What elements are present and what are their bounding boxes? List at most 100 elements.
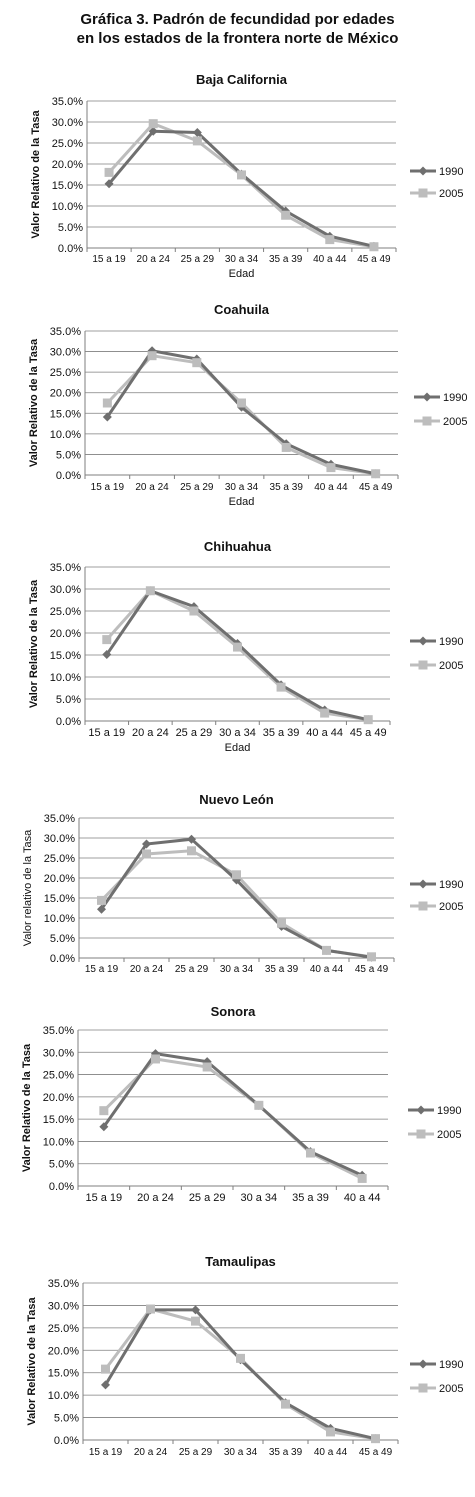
y-axis-label: Valor relativo de la Tasa (22, 829, 34, 946)
y-tick-label: 5.0% (49, 1159, 74, 1171)
y-axis-label: Valor Relativo de la Tasa (26, 1297, 38, 1426)
data-point-2005 (102, 398, 112, 408)
legend-marker-1990 (418, 636, 428, 646)
legend-label-1990: 1990 (439, 166, 463, 178)
x-tick-label: 15 a 19 (85, 964, 119, 975)
series-line-2005 (106, 354, 376, 476)
data-point-2005 (232, 870, 241, 880)
chart-svg: Baja California 0.0% 5.0% 10.0% 15.0% 20.0% 25… (30, 72, 463, 280)
chart-panel: Baja California 0.0% 5.0% 10.0% 15.0% 20.0% 25… (0, 68, 475, 296)
x-tick-label: 35 a 39 (265, 964, 299, 975)
data-point-2005 (233, 642, 242, 652)
y-tick-label: 25.0% (48, 1323, 79, 1335)
series-line-1990 (102, 1051, 363, 1177)
chart-svg: Coahuila 0.0% 5.0% 10.0% 15.0% 20.0% 25.0% 30.0… (28, 302, 467, 508)
x-tick-label: 15 a 19 (88, 727, 125, 739)
chart-title: Tamaulipas (205, 1254, 276, 1269)
x-tick-label: 25 a 29 (176, 727, 213, 739)
data-point-2005 (104, 167, 114, 177)
x-tick-label: 35 a 39 (292, 1192, 329, 1204)
chart-title: Baja California (196, 72, 288, 87)
y-tick-label: 0.0% (49, 1181, 74, 1193)
x-tick-label: 25 a 29 (179, 1447, 213, 1458)
data-point-2005 (369, 242, 379, 252)
y-tick-label: 5.0% (58, 222, 83, 234)
y-tick-label: 15.0% (52, 180, 83, 192)
y-tick-label: 15.0% (50, 408, 81, 420)
y-tick-label: 20.0% (50, 628, 81, 640)
y-tick-label: 30.0% (48, 1300, 79, 1312)
y-tick-label: 15.0% (43, 1114, 74, 1126)
data-point-2005 (371, 469, 381, 479)
y-tick-label: 25.0% (50, 367, 81, 379)
x-tick-label: 30 a 34 (225, 254, 259, 265)
y-tick-label: 30.0% (50, 347, 81, 359)
y-tick-label: 30.0% (50, 584, 81, 596)
data-point-2005 (306, 1148, 315, 1158)
y-tick-label: 10.0% (50, 672, 81, 684)
x-tick-label: 45 a 49 (357, 254, 391, 265)
data-point-1990 (97, 904, 106, 914)
y-tick-label: 10.0% (48, 1390, 79, 1402)
figure-title-line-2: en los estados de la frontera norte de M… (76, 30, 399, 47)
x-tick-label: 30 a 34 (225, 482, 259, 493)
legend-label-2005: 2005 (439, 1383, 463, 1395)
legend-marker-1990 (418, 1359, 428, 1369)
x-tick-label: 40 a 44 (313, 254, 347, 265)
x-tick-label: 45 a 49 (350, 727, 387, 739)
y-tick-label: 10.0% (52, 201, 83, 213)
y-tick-label: 15.0% (48, 1368, 79, 1380)
y-tick-label: 5.0% (54, 1413, 79, 1425)
x-tick-label: 35 a 39 (269, 254, 303, 265)
legend-marker-1990 (418, 166, 428, 176)
x-tick-label: 30 a 34 (224, 1447, 258, 1458)
data-point-2005 (254, 1100, 264, 1110)
data-point-2005 (145, 586, 155, 596)
y-tick-label: 25.0% (44, 853, 75, 865)
x-tick-label: 30 a 34 (220, 964, 254, 975)
series-line-2005 (104, 1307, 376, 1441)
data-point-2005 (102, 635, 112, 645)
y-tick-label: 20.0% (43, 1092, 74, 1104)
x-tick-label: 15 a 19 (85, 1192, 122, 1204)
y-tick-label: 35.0% (50, 326, 81, 338)
y-tick-label: 20.0% (52, 159, 83, 171)
y-tick-label: 5.0% (50, 933, 75, 945)
y-tick-label: 35.0% (50, 562, 81, 574)
data-point-2005 (363, 715, 373, 725)
chart-title: Nuevo León (199, 792, 273, 807)
data-point-2005 (236, 1353, 245, 1363)
data-point-1990 (104, 179, 114, 189)
chart-panel: Chihuahua 0.0% 5.0% 10.0% 15.0% 20.0% 25.0% 30.… (0, 535, 475, 767)
x-tick-label: 15 a 19 (92, 254, 126, 265)
x-tick-label: 40 a 44 (306, 727, 343, 739)
data-point-2005 (237, 398, 246, 408)
legend-label-2005: 2005 (439, 188, 463, 200)
x-axis-label: Edad (225, 742, 251, 754)
legend-marker-1990 (416, 1105, 426, 1115)
chart-title: Coahuila (214, 302, 270, 317)
series-line-1990 (106, 349, 376, 476)
legend-label-1990: 1990 (437, 1105, 461, 1117)
legend-label-2005: 2005 (439, 660, 463, 672)
x-axis-label: Edad (229, 268, 255, 280)
x-tick-label: 35 a 39 (269, 1447, 303, 1458)
chart-panel: Tamaulipas 0.0% 5.0% 10.0% 15.0% 20.0% 25.0% 30… (0, 1250, 475, 1482)
x-tick-label: 20 a 24 (135, 482, 169, 493)
legend-label-2005: 2005 (443, 416, 467, 428)
y-tick-label: 30.0% (52, 117, 83, 129)
y-tick-label: 25.0% (52, 138, 83, 150)
data-point-2005 (142, 849, 151, 859)
data-point-2005 (281, 1399, 290, 1409)
data-point-2005 (237, 170, 246, 180)
legend-marker-1990 (418, 879, 428, 889)
legend-marker-2005 (416, 1129, 426, 1139)
y-tick-label: 0.0% (56, 470, 81, 482)
x-tick-label: 25 a 29 (181, 254, 215, 265)
x-tick-label: 15 a 19 (89, 1447, 123, 1458)
x-axis-label: Edad (229, 496, 255, 508)
x-tick-label: 25 a 29 (180, 482, 214, 493)
series-line-2005 (102, 1057, 363, 1180)
x-tick-label: 25 a 29 (175, 964, 209, 975)
data-point-2005 (192, 136, 202, 146)
